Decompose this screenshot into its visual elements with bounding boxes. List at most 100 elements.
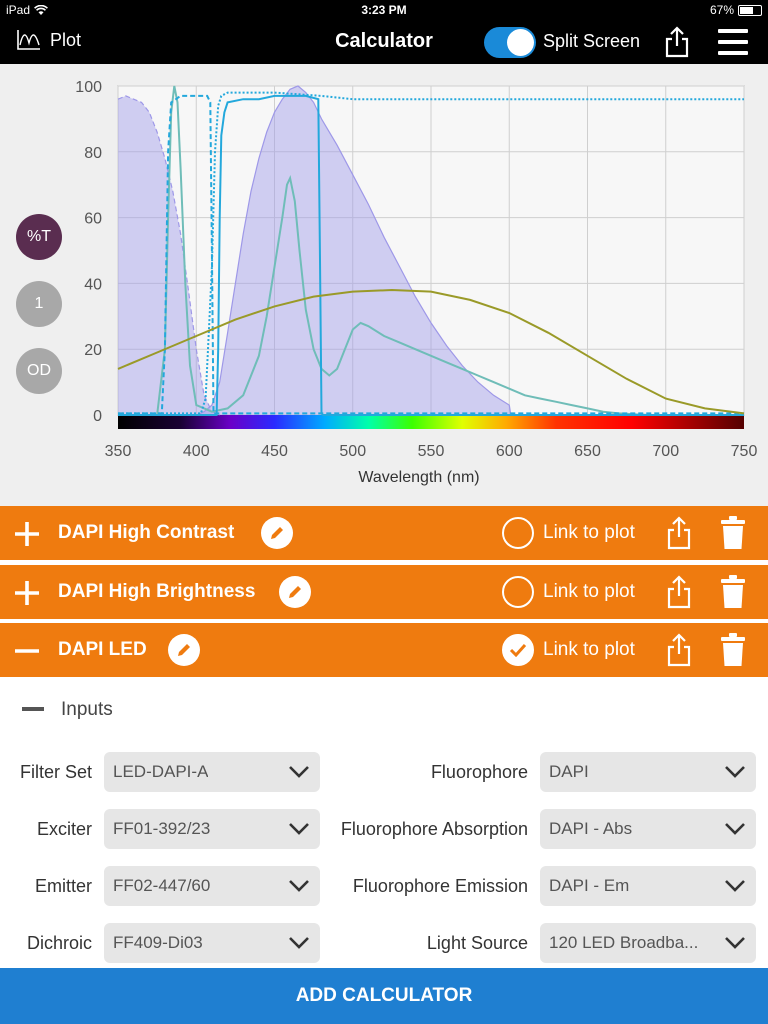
chevron-down-icon	[289, 766, 309, 778]
spectrum-bar	[118, 415, 744, 429]
series-line	[118, 94, 744, 416]
trash-icon[interactable]	[720, 516, 746, 550]
emitter-select[interactable]: FF02-447/60	[104, 866, 320, 906]
od-mode-button[interactable]: OD	[16, 348, 62, 394]
series-line	[118, 94, 744, 415]
x-axis-label: Wavelength (nm)	[358, 469, 479, 486]
y-tick-label: 60	[84, 211, 102, 228]
device-label: iPad	[6, 3, 31, 17]
edit-button[interactable]	[261, 517, 293, 549]
calculator-name: DAPI LED	[58, 639, 147, 660]
edit-button[interactable]	[168, 634, 200, 666]
checkmark-icon	[509, 643, 527, 657]
status-bar: iPad 3:23 PM 67%	[0, 0, 768, 20]
link-to-plot-checkbox[interactable]	[502, 517, 534, 549]
x-tick-label: 450	[261, 443, 288, 460]
chevron-down-icon	[289, 937, 309, 949]
fluorophore-emission-label: Fluorophore Emission	[352, 876, 528, 896]
filter-set-label: Filter Set	[19, 762, 92, 782]
calculator-name: DAPI High Contrast	[58, 522, 235, 543]
link-to-plot-checkbox[interactable]	[502, 576, 534, 608]
chevron-down-icon	[289, 880, 309, 892]
fluorophore-label: Fluorophore	[430, 762, 528, 782]
nav-bar: Plot Calculator Split Screen	[0, 20, 768, 64]
x-tick-label: 500	[339, 443, 366, 460]
battery-percent: 67%	[709, 3, 734, 17]
plot-icon	[17, 30, 40, 50]
wifi-icon	[34, 4, 48, 15]
plus-icon[interactable]	[14, 521, 40, 547]
y-tick-label: 100	[75, 79, 102, 96]
chevron-down-icon	[725, 880, 745, 892]
spectrum-chart: 0 20 40 60 80 100 350 400 450 500 550 600 650 700 750 W…	[75, 79, 758, 486]
split-screen-toggle[interactable]	[484, 27, 536, 58]
page-title: Calculator	[335, 30, 433, 52]
fluorophore-absorption-select[interactable]: DAPI - Abs	[540, 809, 756, 849]
light-source-select[interactable]: 120 LED Broadba...	[540, 923, 756, 963]
link-to-plot-checkbox[interactable]	[502, 634, 534, 666]
x-tick-label: 550	[418, 443, 445, 460]
calculator-name: DAPI High Brightness	[58, 581, 256, 602]
inputs-section-toggle[interactable]: Inputs	[0, 688, 768, 732]
y-tick-label: 40	[84, 276, 102, 293]
minus-icon[interactable]	[14, 638, 40, 664]
light-source-label: Light Source	[426, 933, 528, 953]
absorbance-mode-button[interactable]: 1	[16, 281, 62, 327]
add-calculator-button[interactable]: ADD CALCULATOR	[0, 968, 768, 1024]
trash-icon[interactable]	[720, 633, 746, 667]
calculator-bar[interactable]: DAPI High Brightness Link to plot	[0, 565, 768, 619]
inputs-title: Inputs	[61, 699, 113, 720]
share-icon[interactable]	[664, 516, 694, 550]
trash-icon[interactable]	[720, 575, 746, 609]
collapse-icon	[22, 707, 44, 711]
pencil-icon	[271, 527, 283, 539]
link-to-plot-label[interactable]: Link to plot	[543, 639, 635, 660]
chevron-down-icon	[725, 823, 745, 835]
edit-button[interactable]	[279, 576, 311, 608]
menu-icon[interactable]	[718, 29, 748, 55]
emitter-label: Emitter	[34, 876, 92, 896]
exciter-select[interactable]: FF01-392/23	[104, 809, 320, 849]
share-icon[interactable]	[664, 575, 694, 609]
link-to-plot-label[interactable]: Link to plot	[543, 522, 635, 543]
fluorophore-select[interactable]: DAPI	[540, 752, 756, 792]
exciter-label: Exciter	[36, 819, 92, 839]
plot-button[interactable]: Plot	[16, 28, 81, 52]
dichroic-label: Dichroic	[26, 933, 92, 953]
calculator-bar[interactable]: DAPI LED Link to plot	[0, 623, 768, 677]
calculator-bar[interactable]: DAPI High Contrast Link to plot	[0, 506, 768, 560]
y-tick-label: 20	[84, 342, 102, 359]
series-line	[117, 95, 220, 416]
y-tick-label: 80	[84, 145, 102, 162]
plot-label: Plot	[50, 29, 82, 50]
x-tick-label: 350	[105, 443, 132, 460]
x-tick-label: 600	[496, 443, 523, 460]
x-tick-label: 700	[652, 443, 679, 460]
x-tick-label: 750	[731, 443, 758, 460]
percent-t-mode-button[interactable]: %T	[16, 214, 62, 260]
series-line	[118, 91, 744, 415]
fluorophore-emission-select[interactable]: DAPI - Em	[540, 866, 756, 906]
split-screen-label: Split Screen	[543, 31, 641, 51]
series-line	[117, 288, 745, 415]
chevron-down-icon	[725, 937, 745, 949]
series-line	[118, 85, 744, 416]
pencil-icon	[289, 586, 301, 598]
battery-icon	[738, 4, 762, 16]
filter-set-select[interactable]: LED-DAPI-A	[104, 752, 320, 792]
y-tick-label: 0	[93, 408, 102, 425]
x-tick-label: 650	[574, 443, 601, 460]
pencil-icon	[178, 644, 190, 656]
dichroic-select[interactable]: FF409-Di03	[104, 923, 320, 963]
plus-icon[interactable]	[14, 580, 40, 606]
share-icon[interactable]	[662, 26, 692, 58]
series-area	[118, 86, 511, 415]
fluorophore-absorption-label: Fluorophore Absorption	[340, 819, 528, 839]
series-line	[118, 85, 512, 416]
plot-area: 0 20 40 60 80 100 350 400 450 500 550 600 650 700 750 W…	[0, 64, 768, 506]
link-to-plot-label[interactable]: Link to plot	[543, 581, 635, 602]
x-tick-label: 400	[183, 443, 210, 460]
chevron-down-icon	[289, 823, 309, 835]
chevron-down-icon	[725, 766, 745, 778]
share-icon[interactable]	[664, 633, 694, 667]
